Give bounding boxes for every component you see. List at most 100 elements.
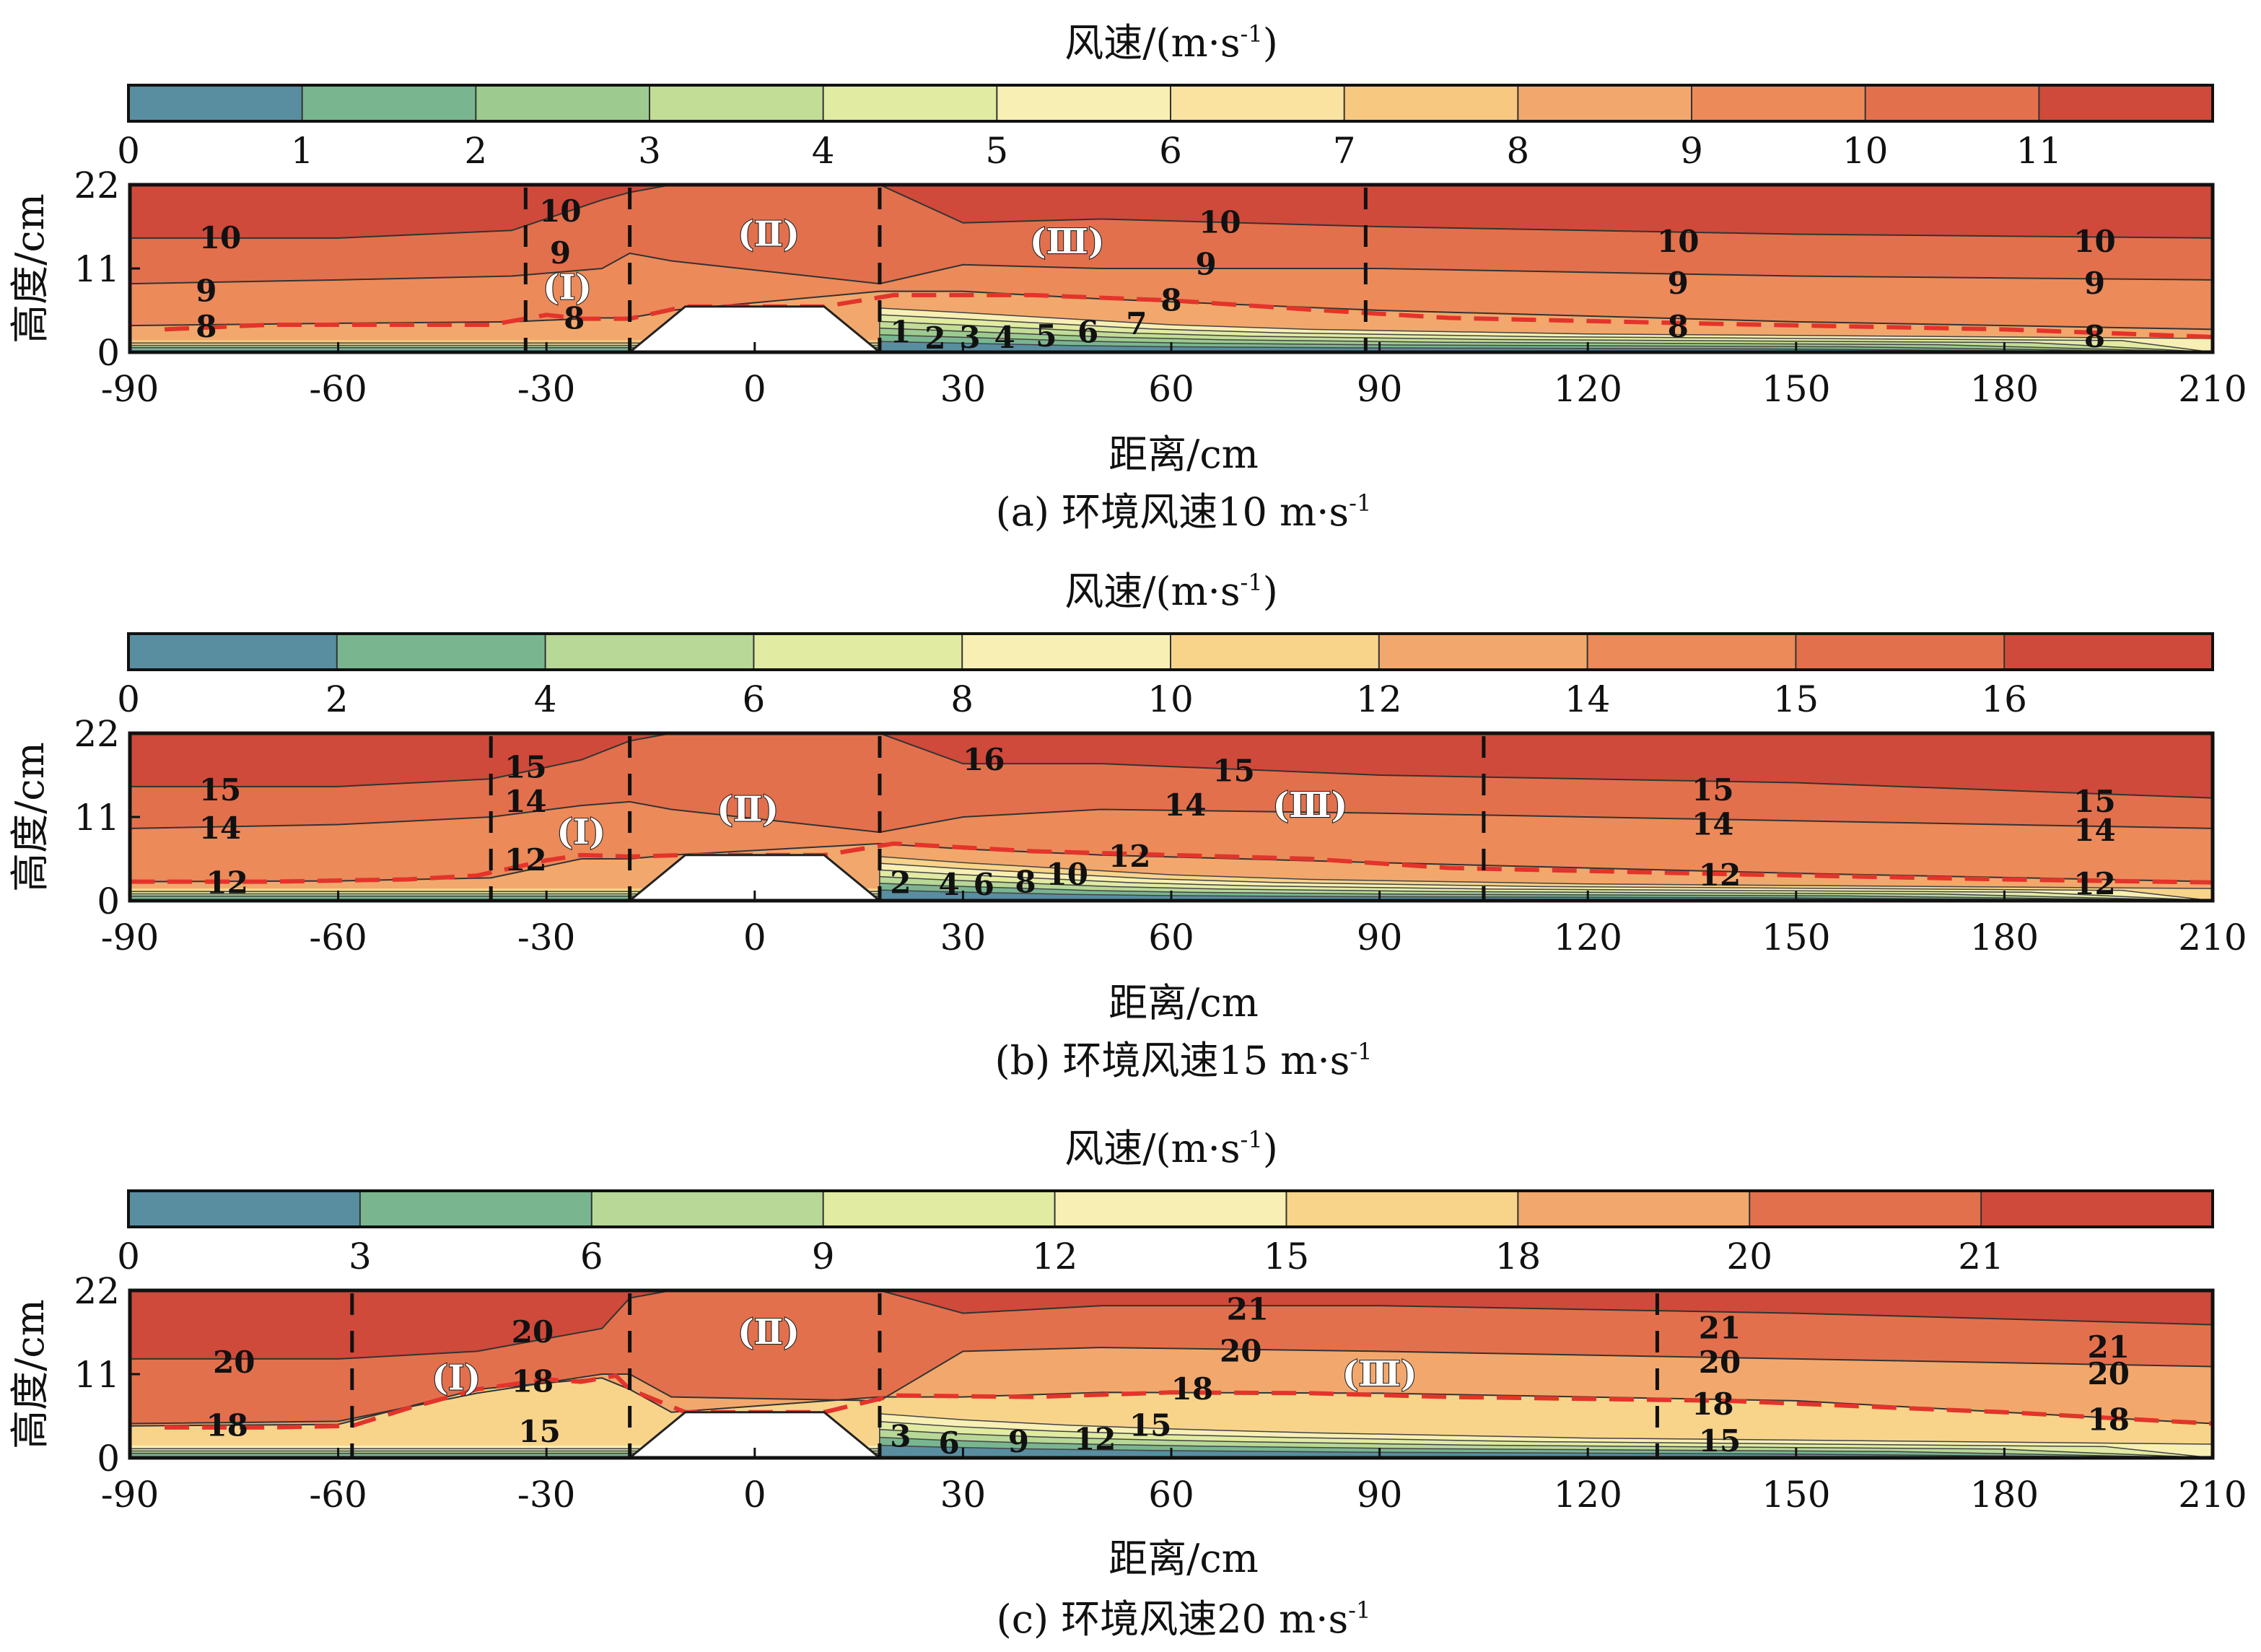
contour-value-label: 12 [504,842,546,878]
contour-line [130,1290,2213,1360]
contour-line [130,1347,2213,1425]
contour-value-label: 4 [939,867,960,902]
y-tick-label: 0 [97,332,120,374]
contour-value-label: 6 [939,1425,960,1461]
panel-caption: (a) 环境风速10 m·s-1 [996,489,1372,535]
colorbar-segment [1378,634,1588,670]
contour-value-label: 9 [1668,266,1689,301]
contour-value-label: 9 [550,235,571,271]
colorbar-tick-label: 4 [534,678,557,720]
contour-value-label: 20 [2087,1356,2129,1391]
section-dividers [350,1293,1659,1456]
contour-value-label: 18 [2087,1402,2129,1437]
colorbar-segment [997,85,1171,121]
contour-value-label: 16 [963,742,1005,777]
contour-value-label: 15 [2073,784,2115,819]
x-tick-label: -60 [309,917,367,958]
colorbar-segment [1587,634,1796,670]
contour-value-label: 14 [199,810,241,846]
colorbar-segment [962,634,1171,670]
colorbar-tick-label: 10 [1842,130,1889,172]
contour-value-label: 9 [2084,266,2105,301]
contour-value-label: 21 [1227,1291,1269,1327]
colorbar-segment [302,85,476,121]
panel-caption: (c) 环境风速20 m·s-1 [997,1596,1371,1642]
colorbar-segment [1692,85,1866,121]
x-axis-ticks: -90 -60 -30 0 30 60 90 120 150 180 210 [101,342,2247,410]
colorbar-tick-label: 15 [1264,1236,1310,1277]
contour-value-label: 20 [512,1314,554,1350]
x-tick-label: 150 [1762,368,1830,410]
contour-value-label: 2 [890,865,911,901]
colorbar-segment [1171,85,1345,121]
colorbar-segment [336,634,546,670]
colorbar-segment [1286,1191,1518,1227]
colorbar-ticks: 0 2 4 6 8 10 12 14 15 16 [117,678,2027,720]
region-labels: (Ⅰ) (Ⅱ) (Ⅲ) [556,785,1348,853]
contour-value-label: 8 [2084,319,2105,354]
contour-value-label: 4 [994,320,1015,355]
colorbar-segment [2039,85,2213,121]
obstacle [628,854,882,901]
contour-value-label: 6 [974,867,994,902]
region-label: (Ⅲ) [1030,222,1105,262]
section-dividers [489,736,1486,899]
contour-value-label: 8 [1668,309,1689,344]
contour-value-label: 12 [1074,1422,1116,1457]
y-tick-label: 22 [74,165,120,206]
x-tick-label: 60 [1148,917,1194,958]
colorbar-tick-label: 8 [1506,130,1529,172]
region-label: (Ⅲ) [1272,785,1347,826]
colorbar-tick-label: 4 [812,130,835,172]
colorbar-tick-label: 0 [117,1236,140,1277]
colorbar-segment [128,1191,361,1227]
contour-line [130,800,2213,834]
colorbar-tick-label: 8 [950,678,974,720]
contour-value-label: 14 [1692,807,1733,842]
colorbar [127,84,2214,123]
x-tick-label: 180 [1970,1474,2039,1516]
contour-line [130,185,2213,239]
contour-value-label: 15 [199,772,241,808]
x-axis-ticks: -90 -60 -30 0 30 60 90 120 150 180 210 [101,891,2247,958]
colorbar-title: 风速/(m·s-1) [1064,569,1278,614]
region-label: (Ⅲ) [1342,1354,1417,1394]
contour-value-label: 18 [512,1364,554,1399]
colorbar-frame [127,84,2214,123]
y-tick-label: 0 [97,880,120,922]
x-tick-label: -60 [309,1474,367,1516]
contour-value-label: 2 [924,320,945,356]
contour-value-label: 8 [1015,865,1036,900]
x-axis-label: 距离/cm [1108,1536,1259,1581]
contour-value-label: 9 [1195,247,1216,282]
contour-value-label: 10 [2073,224,2115,259]
colorbar-tick-label: 2 [464,130,487,172]
colorbar-segment [545,634,754,670]
x-axis-label: 距离/cm [1108,432,1259,477]
contour-line [130,252,2213,285]
x-tick-label: 30 [940,1474,987,1516]
wedge-band [879,1444,2213,1458]
y-axis-ticks: 0 11 22 [74,165,140,374]
contour-value-label: 18 [1171,1371,1213,1407]
colorbar-tick-label: 5 [985,130,1008,172]
y-tick-label: 0 [97,1438,120,1480]
contour-value-label: 10 [199,220,241,255]
contour-value-label: 6 [1077,315,1098,350]
x-tick-label: 120 [1553,368,1622,410]
x-tick-label: -30 [517,1474,576,1516]
contour-value-label: 18 [206,1408,248,1443]
colorbar-segment [1054,1191,1287,1227]
y-tick-label: 22 [74,713,120,755]
colorbar-segment [1171,634,1380,670]
region-labels: (Ⅰ) (Ⅱ) (Ⅲ) [542,213,1106,308]
contour-line [130,1377,2213,1427]
contour-value-label: 12 [206,865,248,901]
contour-value-label: 15 [1699,1423,1741,1459]
x-tick-label: 90 [1357,1474,1403,1516]
contour-line [130,842,2213,883]
contour-value-label: 15 [518,1414,560,1449]
contour-value-label: 15 [1129,1408,1171,1443]
